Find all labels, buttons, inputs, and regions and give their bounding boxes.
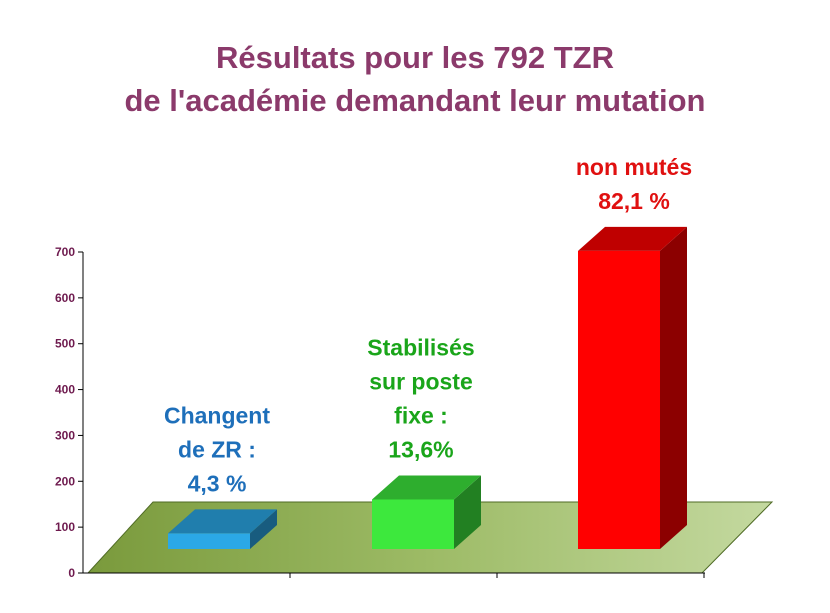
y-tick-label: 500 — [55, 337, 75, 351]
data-label-bar-3: non mutés 82,1 % — [576, 154, 692, 214]
chart-title: Résultats pour les 792 TZR de l'académie… — [0, 36, 830, 122]
data-label-line: sur poste — [369, 368, 473, 394]
y-tick-label: 100 — [55, 520, 75, 534]
bar-side — [250, 509, 277, 549]
bar-top — [578, 226, 687, 251]
y-tick-label: 200 — [55, 474, 75, 488]
data-label-line: de ZR : — [178, 436, 256, 462]
bar-top — [168, 509, 277, 534]
data-label-line: Stabilisés — [367, 334, 474, 360]
y-tick-label: 0 — [68, 566, 75, 580]
y-tick-label: 400 — [55, 383, 75, 397]
bar-side — [454, 475, 481, 549]
data-label-bar-2: Stabilisés sur poste fixe : 13,6% — [367, 334, 474, 462]
chart-title-line-2: de l'académie demandant leur mutation — [124, 83, 706, 118]
bar-front — [168, 533, 250, 549]
data-label-line: 4,3 % — [188, 470, 247, 496]
data-label-line: 13,6% — [388, 436, 453, 462]
bar-side — [660, 226, 687, 549]
data-label-line: 82,1 % — [598, 188, 670, 214]
y-tick-label: 600 — [55, 291, 75, 305]
bar-1 — [168, 509, 277, 549]
data-label-line: Changent — [164, 402, 270, 428]
data-label-line: fixe : — [394, 402, 448, 428]
y-tick-label: 700 — [55, 245, 75, 259]
bar-top — [372, 475, 481, 500]
bar-front — [578, 250, 660, 549]
bar-3 — [578, 226, 687, 549]
data-label-bar-1: Changent de ZR : 4,3 % — [164, 402, 270, 496]
y-tick-label: 300 — [55, 428, 75, 442]
chart-title-line-1: Résultats pour les 792 TZR — [216, 40, 614, 75]
bar-front — [372, 499, 454, 549]
bar-2 — [372, 475, 481, 549]
data-label-line: non mutés — [576, 154, 692, 180]
